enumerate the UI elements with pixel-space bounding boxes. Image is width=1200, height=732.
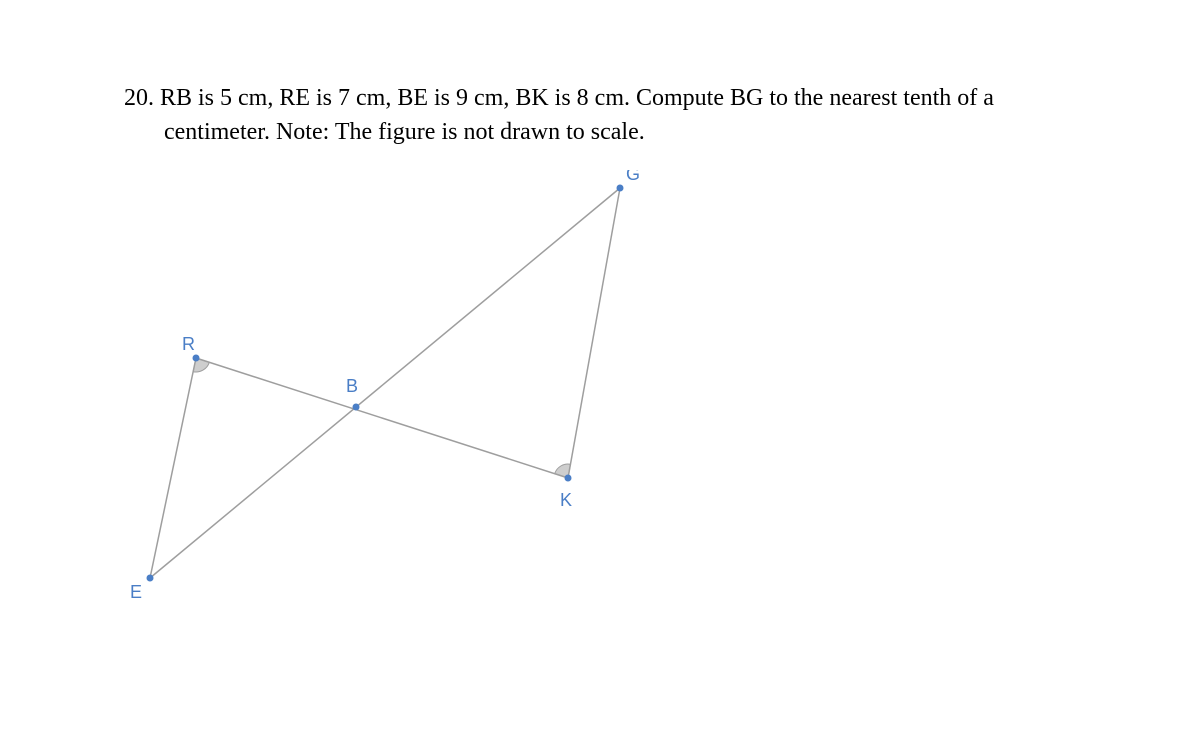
label-G: G <box>626 170 640 184</box>
problem-number: 20. <box>124 85 154 111</box>
problem-body: RB is 5 cm, RE is 7 cm, BE is 9 cm, BK i… <box>160 85 994 145</box>
point-E <box>147 575 154 582</box>
label-E: E <box>130 582 142 602</box>
point-R <box>193 355 200 362</box>
point-B <box>353 404 360 411</box>
geometry-figure: R B E K G <box>130 170 680 610</box>
lines-group <box>150 188 620 578</box>
line-R-K <box>196 358 568 478</box>
problem-text: 20. RB is 5 cm, RE is 7 cm, BE is 9 cm, … <box>124 82 1094 149</box>
point-G <box>617 185 624 192</box>
line-E-G <box>150 188 620 578</box>
line-K-G <box>568 188 620 478</box>
point-K <box>565 475 572 482</box>
label-B: B <box>346 376 358 396</box>
problem-text-block: 20. RB is 5 cm, RE is 7 cm, BE is 9 cm, … <box>124 82 1094 149</box>
figure-svg: R B E K G <box>130 170 680 610</box>
label-K: K <box>560 490 572 510</box>
label-R: R <box>182 334 195 354</box>
